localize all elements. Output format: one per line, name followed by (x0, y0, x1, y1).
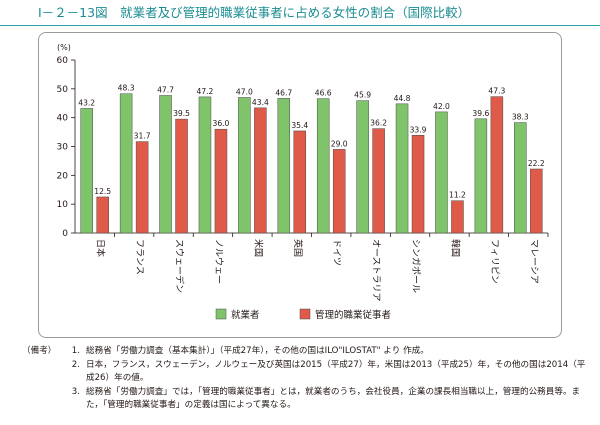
bar-employed (435, 111, 448, 234)
y-tick-label: 50 (57, 85, 69, 95)
x-tick-label: 韓国 (449, 239, 460, 257)
bar-managerial (135, 141, 149, 234)
data-label: 38.3 (512, 113, 529, 122)
x-tick-label: マレーシア (528, 239, 538, 284)
bar-managerial (411, 135, 425, 234)
y-tick-label: 60 (57, 56, 69, 66)
bar-managerial (372, 128, 385, 234)
bar-employed (514, 122, 527, 234)
y-tick-label: 20 (57, 171, 69, 181)
note-text: 総務省「労働力調査（基本集計）」（平成27年），その他の国はILO"ILOSTA… (86, 346, 429, 356)
legend-label: 管理的職業従事者 (315, 309, 391, 321)
bar-managerial (96, 196, 109, 234)
notes-label: （備考） (22, 346, 57, 356)
note-number: 1. (71, 346, 80, 356)
y-tick-label: 40 (57, 114, 69, 124)
bar-managerial (530, 168, 543, 234)
data-label: 47.7 (157, 85, 174, 94)
note-text: 総務省「労働力調査」では，「管理的職業従事者」とは，就業者のうち，会社役員，企業… (86, 386, 581, 411)
bar-managerial (332, 149, 346, 234)
notes: （備考） 1. 総務省「労働力調査（基本集計）」（平成27年），その他の国はIL… (22, 345, 592, 413)
data-label: 42.0 (433, 102, 450, 111)
data-label: 36.2 (370, 119, 387, 128)
data-label: 12.5 (94, 187, 111, 196)
bar-employed (356, 100, 369, 234)
bar-managerial (451, 200, 464, 234)
x-tick-label: フランス (134, 239, 145, 275)
bar-employed (198, 96, 212, 234)
data-label: 45.9 (354, 91, 371, 100)
data-label: 29.0 (331, 139, 348, 148)
note-row-2: 2. 日本，フランス，スウェーデン，ノルウェー及び英国は2015（平成27）年，… (22, 359, 592, 386)
x-tick-label: スウェーデン (174, 239, 186, 293)
bar-managerial (490, 96, 504, 234)
bar-managerial (214, 128, 228, 234)
x-tick-label: 英国 (292, 239, 304, 257)
note-number: 3. (71, 386, 80, 397)
legend-swatch (299, 308, 311, 320)
x-tick-label: オーストラリア (371, 239, 382, 302)
x-tick-label: フィリピン (489, 239, 500, 284)
data-label: 48.3 (118, 84, 135, 93)
bar-chart: (%) 0 10 20 30 40 50 60 43.2 12.5 日本 48.3 31.7 フランス 47… (57, 43, 549, 321)
bar-employed (159, 95, 172, 234)
data-label: 35.4 (291, 121, 308, 130)
bar-managerial (293, 130, 307, 234)
data-label: 33.9 (410, 125, 427, 134)
data-label: 47.0 (236, 87, 253, 96)
y-axis-label: (%) (57, 43, 71, 52)
data-label: 11.2 (449, 191, 466, 200)
y-tick-label: 0 (62, 229, 68, 239)
data-label: 46.7 (275, 88, 292, 97)
bar-employed (474, 118, 488, 234)
data-label: 39.6 (472, 109, 489, 118)
note-text: 日本，フランス，スウェーデン，ノルウェー及び英国は2015（平成27）年，米国は… (86, 359, 586, 384)
bar-employed (238, 97, 251, 234)
data-label: 22.2 (528, 159, 545, 168)
x-tick-label: 日本 (95, 239, 107, 257)
bar-managerial (175, 118, 188, 234)
data-label: 43.4 (252, 98, 269, 107)
bar-employed (277, 98, 291, 234)
note-number: 2. (71, 359, 80, 370)
legend-label: 就業者 (231, 309, 260, 321)
data-label: 31.7 (134, 132, 151, 141)
legend-swatch (215, 308, 227, 320)
data-label: 46.6 (315, 89, 332, 98)
y-tick-label: 30 (57, 143, 69, 153)
x-tick-label: ドイツ (331, 239, 341, 266)
data-label: 47.3 (488, 87, 505, 96)
bar-employed (316, 98, 330, 234)
data-label: 36.0 (212, 119, 229, 128)
figure-title: Ⅰ－２－13図 就業者及び管理的職業従事者に占める女性の割合（国際比較） (0, 0, 600, 26)
data-label: 43.2 (78, 98, 95, 107)
bar-employed (395, 103, 409, 234)
bar-employed (119, 93, 133, 234)
y-tick-label: 10 (57, 200, 69, 210)
bar-managerial (254, 107, 267, 234)
bar-employed (80, 108, 93, 234)
data-label: 39.5 (173, 109, 190, 118)
data-label: 44.8 (394, 94, 411, 103)
data-label: 47.2 (196, 87, 213, 96)
note-row-3: 3. 総務省「労働力調査」では，「管理的職業従事者」とは，就業者のうち，会社役員… (22, 386, 592, 413)
x-tick-label: ノルウェー (213, 239, 224, 284)
note-row-1: （備考） 1. 総務省「労働力調査（基本集計）」（平成27年），その他の国はIL… (22, 345, 592, 359)
x-tick-label: 米国 (252, 239, 264, 257)
x-tick-label: シンガポール (410, 239, 421, 293)
